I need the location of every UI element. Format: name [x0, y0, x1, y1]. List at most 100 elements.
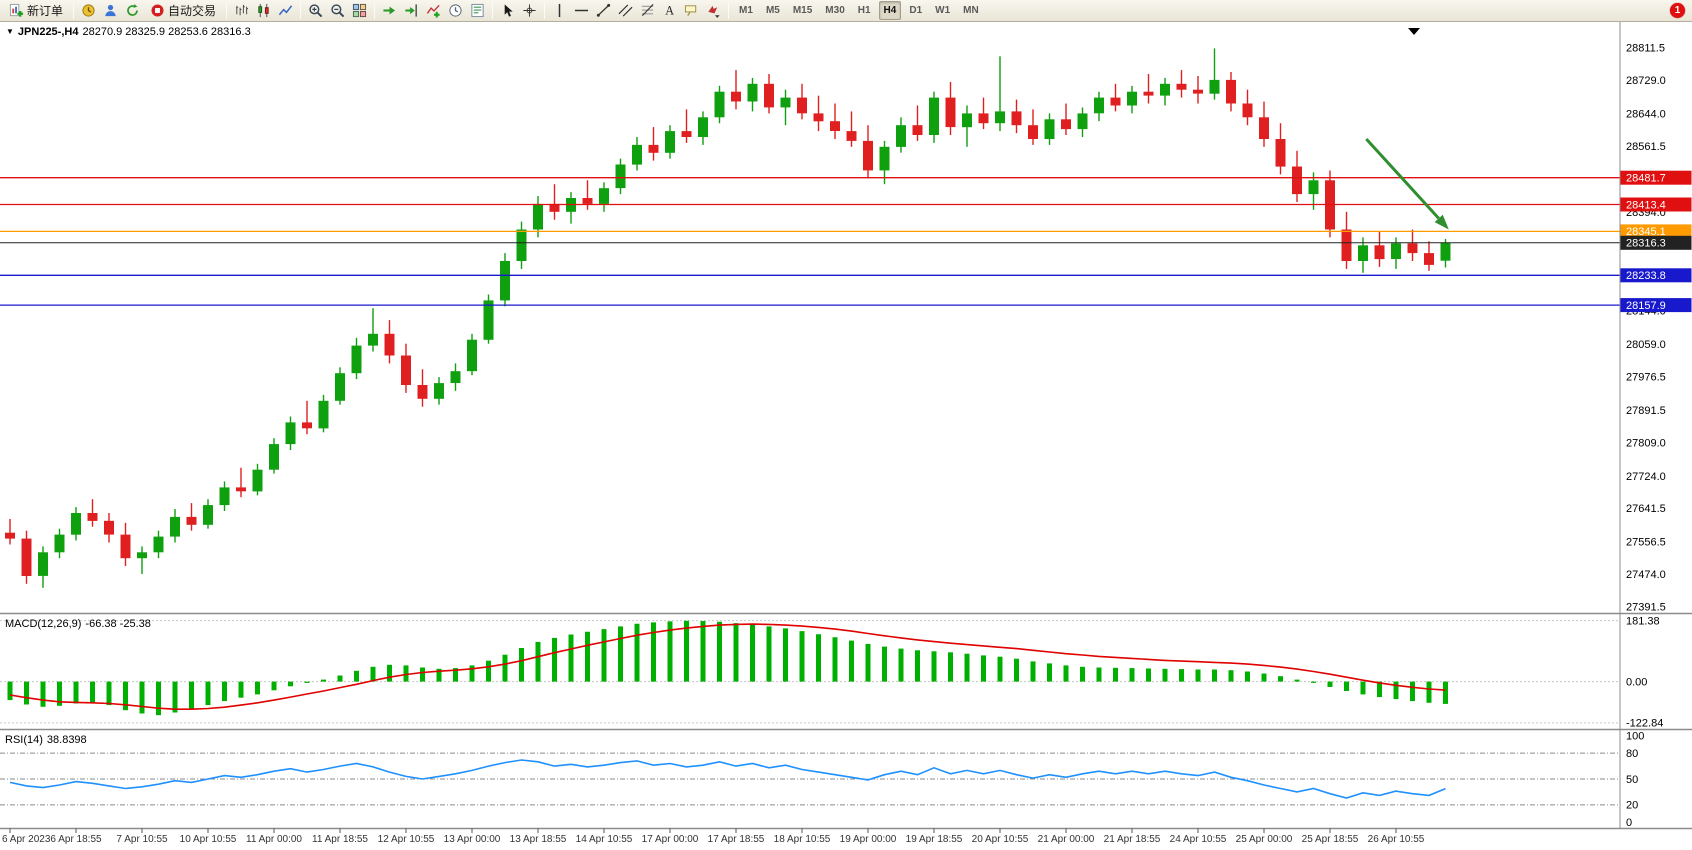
refresh-icon — [125, 3, 140, 18]
svg-text:28059.0: 28059.0 — [1626, 339, 1666, 351]
ohlc-values: 28270.9 28325.9 28253.6 28316.3 — [82, 26, 251, 38]
toolbar-separator — [544, 2, 546, 19]
macd-indicator-label: MACD(12,26,9) -66.38 -25.38 — [5, 618, 151, 630]
svg-text:27891.5: 27891.5 — [1626, 405, 1666, 417]
svg-text:6 Apr 2023: 6 Apr 2023 — [2, 834, 51, 845]
zoom-in-button[interactable] — [305, 1, 326, 20]
annotation-arrow[interactable] — [1365, 137, 1449, 230]
scroll-to-end-marker[interactable] — [1408, 28, 1420, 35]
candlestick-chart-button[interactable] — [253, 1, 274, 20]
price-axis[interactable]: 28811.528729.028644.028561.528394.028144… — [1620, 43, 1692, 614]
svg-text:10 Apr 10:55: 10 Apr 10:55 — [180, 834, 237, 845]
candles-layer — [5, 48, 1451, 588]
text-label-icon — [684, 3, 699, 18]
market-watch-button[interactable] — [78, 1, 99, 20]
panel-separators[interactable] — [0, 22, 1692, 830]
svg-text:0.00: 0.00 — [1626, 676, 1647, 688]
svg-text:27976.5: 27976.5 — [1626, 371, 1666, 383]
timeframe-m5-button[interactable]: M5 — [765, 5, 780, 16]
svg-text:27641.5: 27641.5 — [1626, 503, 1666, 515]
timeframe-mn-button[interactable]: MN — [963, 5, 979, 16]
cursor-button[interactable] — [497, 1, 518, 20]
notification-badge[interactable]: 1 — [1670, 3, 1685, 18]
svg-text:28561.5: 28561.5 — [1626, 141, 1666, 153]
symbol-label: ▼ JPN225-,H4 28270.9 28325.9 28253.6 283… — [6, 26, 251, 38]
svg-text:-122.84: -122.84 — [1626, 718, 1663, 730]
symbol-timeframe: JPN225-,H4 — [17, 26, 79, 38]
time-axis[interactable]: 6 Apr 2023 6 Apr 18:55 7 Apr 10:55 10 Apr 1… — [2, 828, 1425, 846]
market-watch-icon — [81, 3, 96, 18]
toolbar-separator — [492, 2, 494, 19]
toolbar: 新订单 自动交易 A M1 M5 M15 M30 H1 H4 D1 W1 MN 1 — [0, 0, 1692, 22]
text-icon: A — [662, 3, 677, 18]
zoom-in-icon — [308, 3, 323, 18]
chart-canvas[interactable]: 28811.528729.028644.028561.528394.028144… — [0, 22, 1692, 850]
horizontal-line-button[interactable] — [571, 1, 592, 20]
svg-text:27391.5: 27391.5 — [1626, 602, 1666, 614]
auto-scroll-button[interactable] — [379, 1, 400, 20]
svg-text:24 Apr 10:55: 24 Apr 10:55 — [1170, 834, 1227, 845]
svg-text:25 Apr 00:00: 25 Apr 00:00 — [1236, 834, 1293, 845]
svg-text:27809.0: 27809.0 — [1626, 437, 1666, 449]
timeframe-w1-button[interactable]: W1 — [935, 5, 951, 16]
new-order-label: 新订单 — [27, 4, 64, 18]
templates-button[interactable] — [467, 1, 488, 20]
autotrading-label: 自动交易 — [168, 4, 217, 18]
timeframe-h1-button[interactable]: H1 — [857, 5, 871, 16]
svg-text:28729.0: 28729.0 — [1626, 75, 1666, 87]
timeframe-d1-button[interactable]: D1 — [909, 5, 923, 16]
autotrading-button[interactable]: 自动交易 — [144, 1, 222, 20]
svg-text:21 Apr 18:55: 21 Apr 18:55 — [1104, 834, 1161, 845]
svg-text:17 Apr 18:55: 17 Apr 18:55 — [708, 834, 765, 845]
svg-text:100: 100 — [1626, 731, 1644, 743]
text-label-button[interactable] — [681, 1, 702, 20]
text-button[interactable]: A — [659, 1, 680, 20]
svg-text:28413.4: 28413.4 — [1626, 199, 1666, 211]
equidistant-channel-icon — [618, 3, 633, 18]
toolbar-separator — [73, 2, 75, 19]
candlestick-chart-icon — [256, 3, 271, 18]
navigator-button[interactable] — [100, 1, 121, 20]
equidistant-channel-button[interactable] — [615, 1, 636, 20]
crosshair-icon — [522, 3, 537, 18]
zoom-out-button[interactable] — [327, 1, 348, 20]
periods-button[interactable] — [445, 1, 466, 20]
svg-text:28345.1: 28345.1 — [1626, 226, 1666, 238]
periods-icon — [448, 3, 463, 18]
tile-windows-icon — [352, 3, 367, 18]
indicators-button[interactable] — [423, 1, 444, 20]
crosshair-button[interactable] — [519, 1, 540, 20]
svg-text:11 Apr 18:55: 11 Apr 18:55 — [312, 834, 368, 845]
vertical-line-icon — [552, 3, 567, 18]
refresh-button[interactable] — [122, 1, 143, 20]
arrows-button[interactable] — [703, 1, 724, 20]
rsi-layer: 100 80 50 20 0 — [0, 731, 1644, 829]
chart-menu-icon[interactable]: ▼ — [6, 27, 14, 36]
macd-values: -66.38 -25.38 — [85, 618, 151, 630]
trendline-button[interactable] — [593, 1, 614, 20]
chart-shift-button[interactable] — [401, 1, 422, 20]
cursor-icon — [500, 3, 515, 18]
new-order-button[interactable]: 新订单 — [3, 1, 69, 20]
fibonacci-button[interactable] — [637, 1, 658, 20]
toolbar-separator — [374, 2, 376, 19]
svg-text:7 Apr 10:55: 7 Apr 10:55 — [116, 834, 168, 845]
bar-chart-button[interactable] — [231, 1, 252, 20]
svg-text:14 Apr 10:55: 14 Apr 10:55 — [576, 834, 633, 845]
svg-text:A: A — [665, 4, 674, 18]
timeframe-h4-button[interactable]: H4 — [878, 1, 902, 20]
timeframe-m1-button[interactable]: M1 — [739, 5, 753, 16]
horizontal-line-icon — [574, 3, 589, 18]
line-chart-button[interactable] — [275, 1, 296, 20]
vertical-line-button[interactable] — [549, 1, 570, 20]
svg-text:28157.9: 28157.9 — [1626, 300, 1666, 312]
svg-text:181.38: 181.38 — [1626, 615, 1660, 627]
chart-area: 28811.528729.028644.028561.528394.028144… — [0, 22, 1692, 850]
tile-windows-button[interactable] — [349, 1, 370, 20]
timeframe-m30-button[interactable]: M30 — [825, 5, 845, 16]
horizontal-lines-layer — [0, 177, 1620, 306]
navigator-icon — [103, 3, 118, 18]
timeframe-m15-button[interactable]: M15 — [792, 5, 813, 16]
svg-text:13 Apr 00:00: 13 Apr 00:00 — [444, 834, 501, 845]
rsi-name: RSI(14) — [5, 734, 43, 746]
